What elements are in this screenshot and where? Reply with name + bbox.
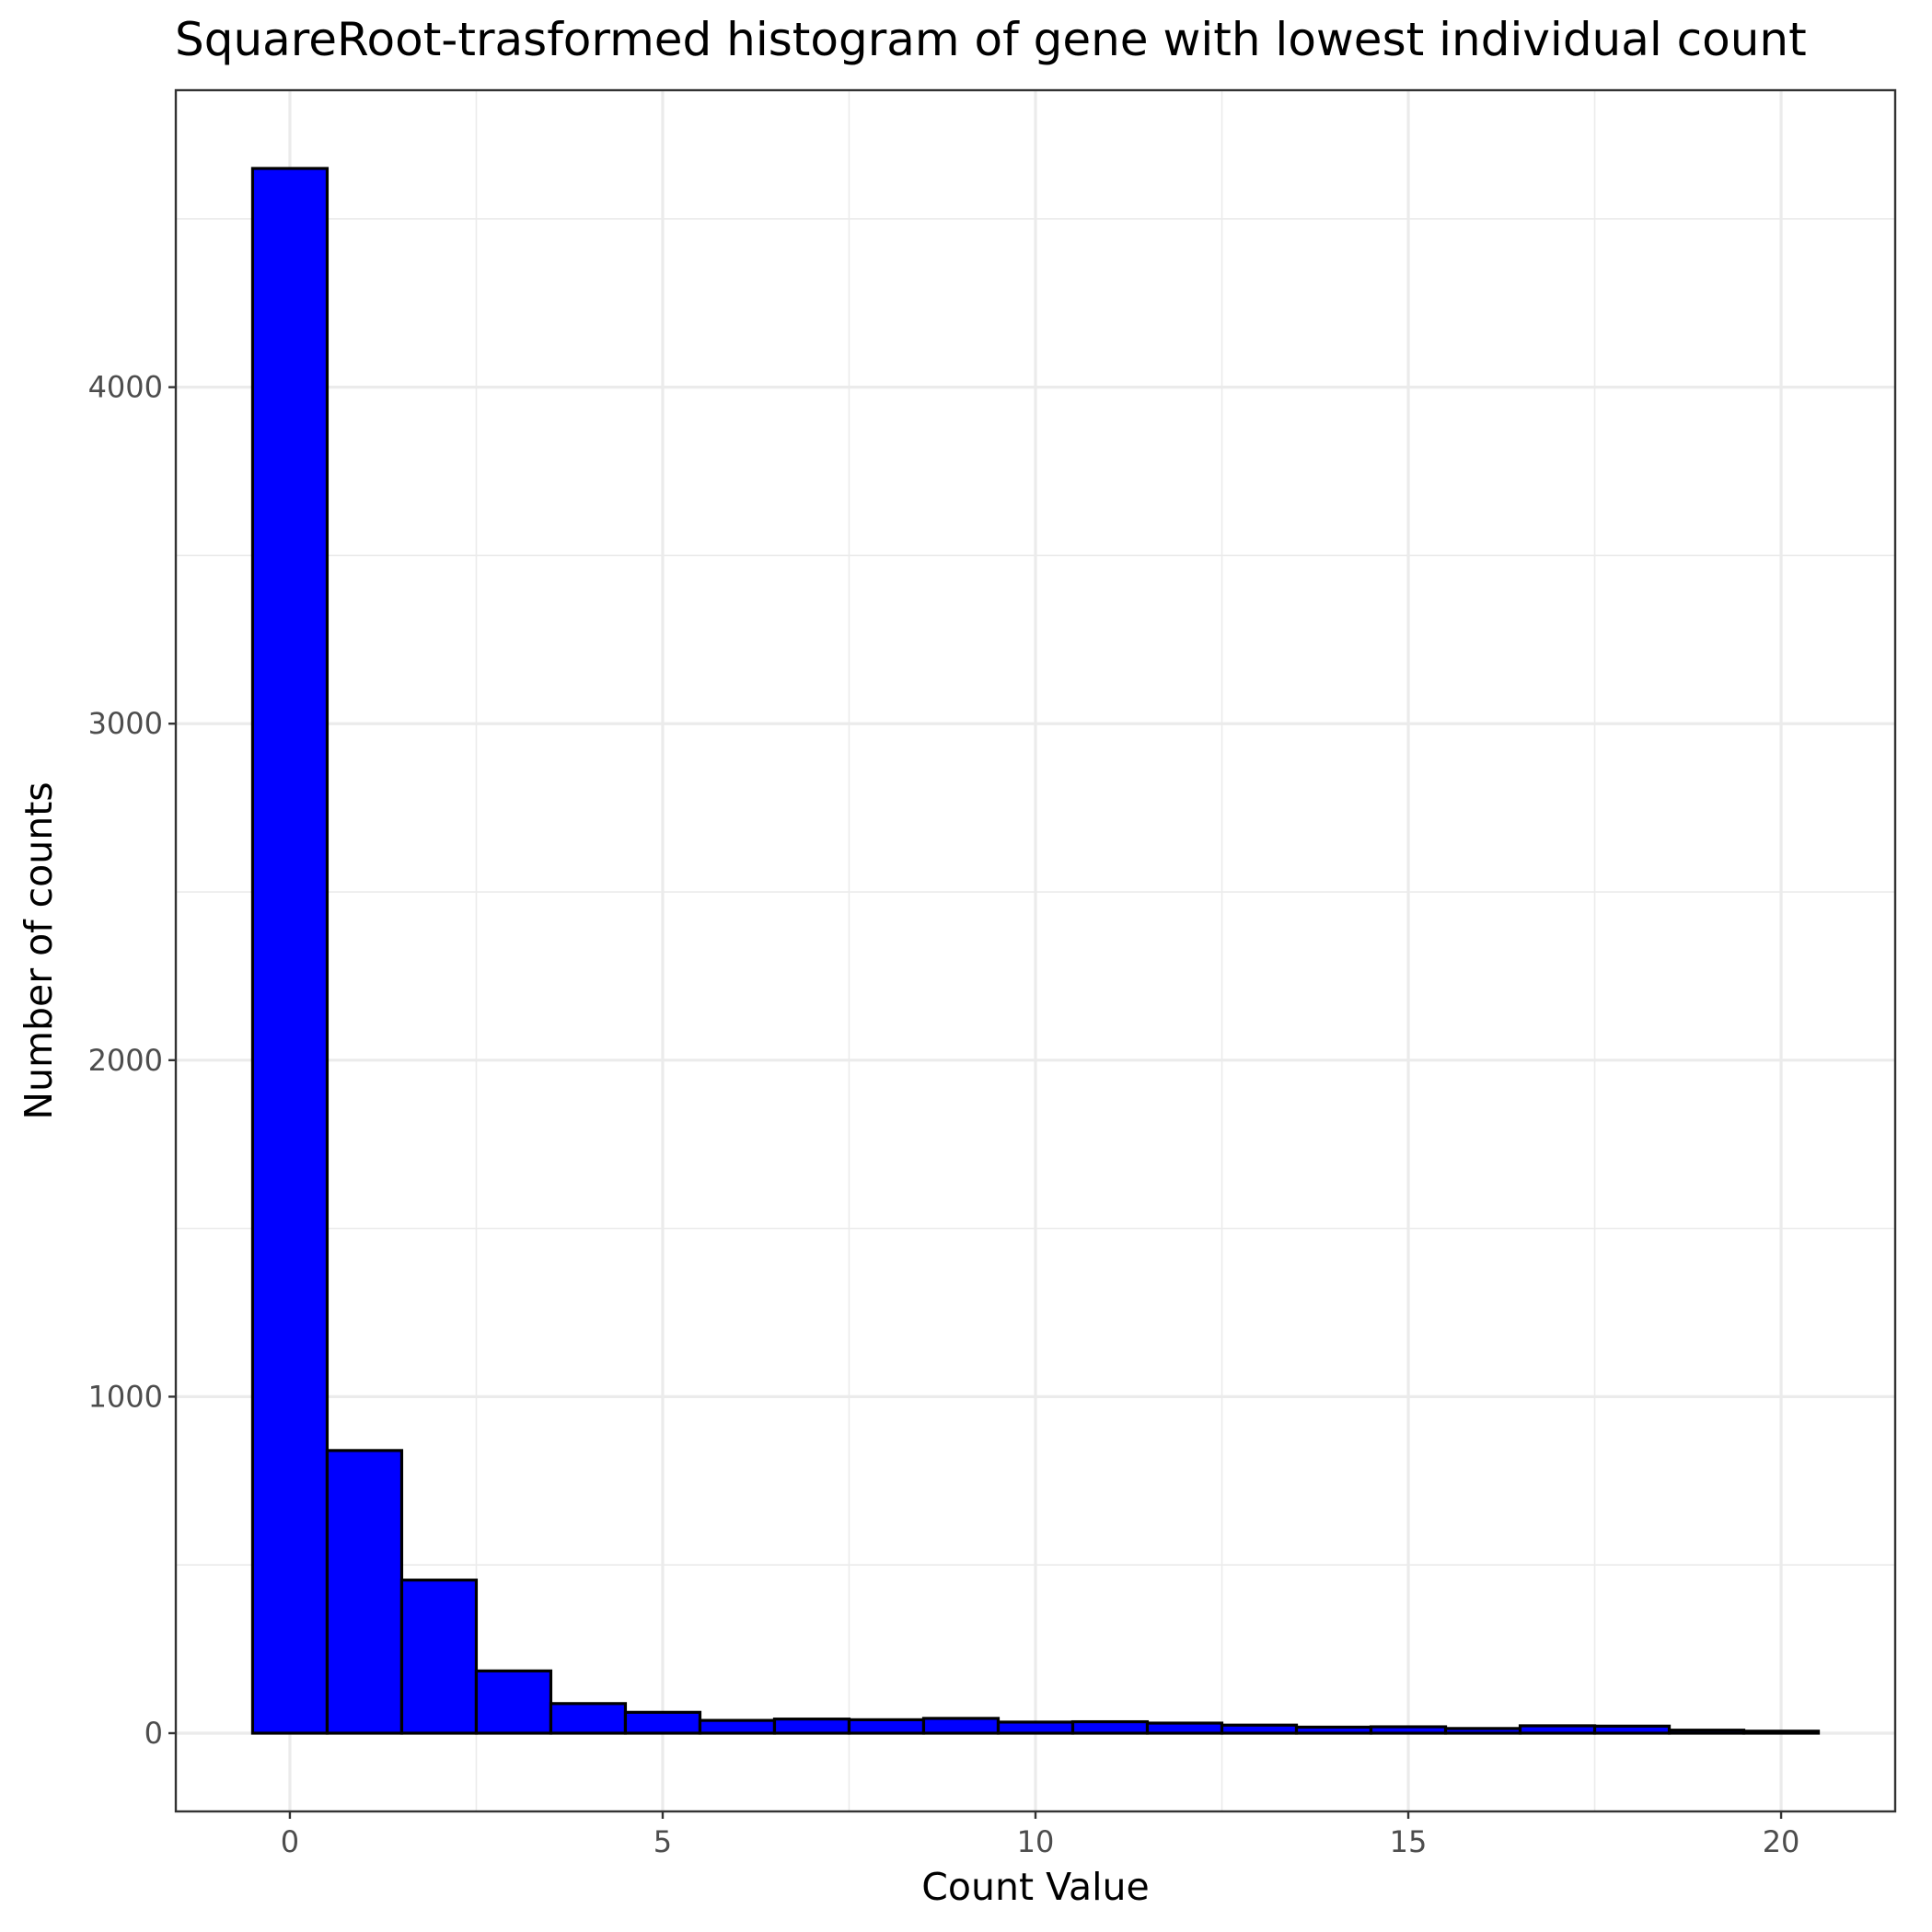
- histogram-bar: [698, 1718, 777, 1735]
- histogram-bar: [772, 1718, 851, 1735]
- y-axis: 0 1000 2000 3000 4000: [88, 370, 176, 1751]
- histogram-bar: [1070, 1719, 1150, 1735]
- y-tick-label: 3000: [88, 706, 163, 741]
- histogram-bars: [250, 167, 1821, 1735]
- histogram-bar: [1443, 1727, 1522, 1735]
- y-axis-title: Number of counts: [17, 781, 61, 1119]
- histogram-bar: [1145, 1721, 1224, 1735]
- y-tick-label: 0: [145, 1716, 163, 1751]
- grid-lines: [176, 90, 1895, 1811]
- histogram-bar: [399, 1579, 479, 1735]
- histogram-bar: [1667, 1729, 1746, 1735]
- x-tick-label: 10: [1017, 1824, 1055, 1859]
- histogram-bar: [921, 1717, 1001, 1735]
- x-tick-label: 0: [281, 1824, 299, 1859]
- x-tick-label: 15: [1390, 1824, 1428, 1859]
- x-axis-title: Count Value: [921, 1865, 1149, 1909]
- histogram-bar: [1741, 1730, 1821, 1735]
- histogram-bar: [1592, 1724, 1672, 1735]
- chart-title: SquareRoot-trasformed histogram of gene …: [175, 13, 1807, 66]
- histogram-bar: [1294, 1725, 1373, 1735]
- x-axis: 0 5 10 15 20: [281, 1811, 1800, 1859]
- y-tick-label: 1000: [88, 1379, 163, 1414]
- histogram-bar: [623, 1710, 702, 1735]
- y-tick-label: 2000: [88, 1043, 163, 1078]
- histogram-bar: [996, 1720, 1075, 1735]
- histogram-bar: [1220, 1723, 1299, 1735]
- y-tick-label: 4000: [88, 370, 163, 405]
- histogram-bar: [1369, 1725, 1448, 1735]
- histogram-bar: [250, 167, 330, 1735]
- histogram-bar: [1518, 1724, 1597, 1735]
- histogram-bar: [474, 1669, 553, 1735]
- histogram-bar: [325, 1449, 404, 1735]
- histogram-bar: [847, 1718, 926, 1735]
- histogram-bar: [549, 1702, 628, 1735]
- x-tick-label: 5: [654, 1824, 672, 1859]
- x-tick-label: 20: [1763, 1824, 1800, 1859]
